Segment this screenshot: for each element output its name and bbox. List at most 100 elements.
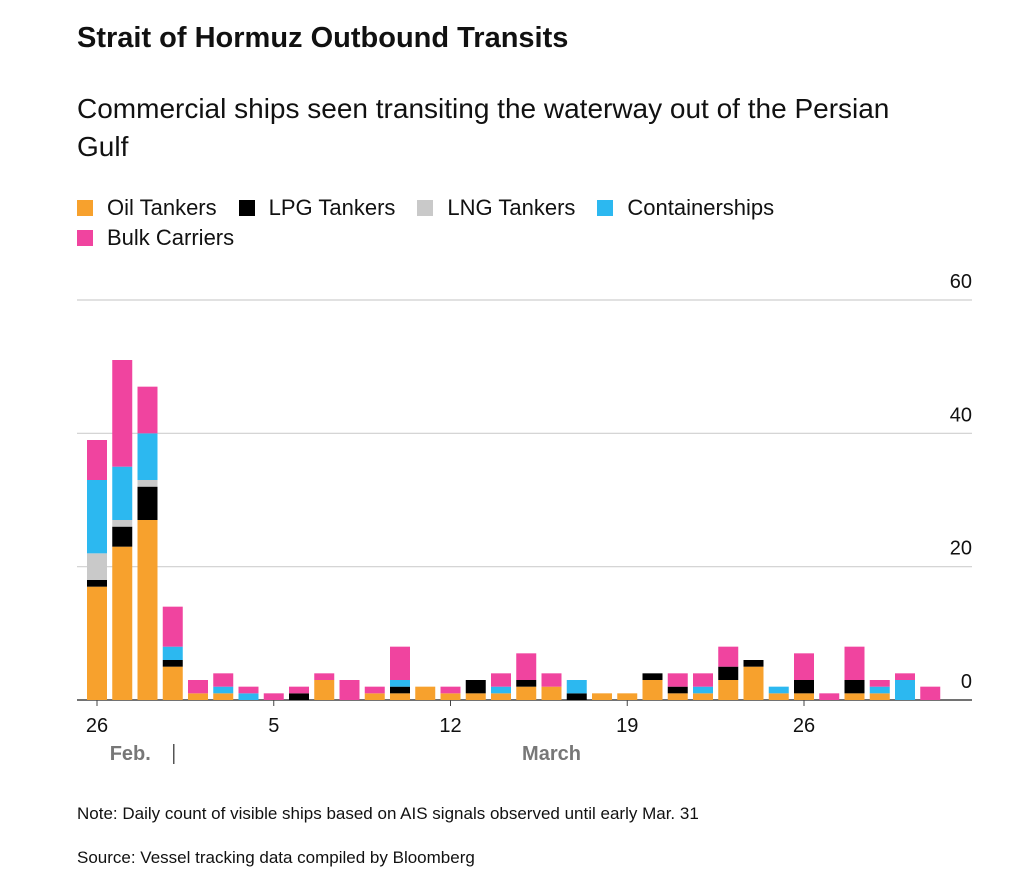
bar-segment: [768, 686, 789, 694]
bar-segment: [440, 686, 461, 694]
bar-segment: [566, 680, 587, 694]
bar-segment: [895, 680, 915, 700]
x-tick-label: 26: [86, 715, 108, 737]
bar-segment: [137, 520, 158, 700]
bar-segment: [238, 693, 259, 700]
bar-segment: [213, 686, 234, 694]
bar-segment: [112, 526, 133, 547]
y-tick-label: 20: [950, 538, 972, 560]
bar-segment: [289, 693, 309, 700]
y-tick-label: 0: [961, 671, 972, 693]
bar-segment: [87, 480, 107, 554]
bar-segment: [718, 646, 739, 667]
legend-item: LPG Tankers: [238, 195, 396, 220]
bar-segment: [465, 693, 486, 700]
bar-segment: [743, 660, 764, 667]
bar-segment: [642, 673, 663, 680]
bar-segment: [289, 686, 309, 694]
bar-segment: [137, 486, 158, 520]
chart-subtitle: Commercial ships seen transiting the wat…: [77, 93, 890, 162]
bar-segment: [390, 686, 410, 694]
bar-segment: [617, 693, 638, 700]
bar-segment: [844, 680, 865, 694]
bar-segment: [213, 693, 234, 700]
bar-segment: [718, 680, 739, 700]
bar-segment: [87, 440, 107, 480]
bar-segment: [314, 673, 335, 680]
bar-segment: [794, 680, 814, 694]
bar-segment: [794, 653, 814, 680]
legend-swatch: [77, 230, 93, 246]
y-tick-label: 40: [950, 404, 972, 426]
bar-segment: [137, 433, 158, 480]
legend-label: LNG Tankers: [447, 195, 576, 220]
month-label: Feb.: [110, 743, 151, 765]
legend-item: Oil Tankers: [77, 195, 217, 220]
bar-segment: [112, 520, 133, 527]
bar-segment: [364, 693, 385, 700]
bar-segment: [112, 360, 133, 467]
bar-segment: [112, 546, 133, 700]
x-tick-label: 5: [268, 715, 279, 737]
bar-segment: [516, 680, 537, 687]
bar-segment: [188, 693, 208, 700]
bar-segment: [162, 660, 183, 667]
bar-segment: [390, 680, 410, 687]
legend-swatch: [597, 200, 614, 216]
bar-segment: [566, 693, 587, 700]
legend-label: LPG Tankers: [268, 195, 396, 220]
bar-segment: [491, 693, 511, 700]
source: Source: Vessel tracking data compiled by…: [77, 848, 475, 867]
bar-segment: [491, 673, 511, 687]
bar-segment: [794, 693, 814, 700]
legend-item: LNG Tankers: [417, 195, 576, 220]
legend-swatch: [417, 200, 434, 216]
bar-segment: [364, 686, 385, 694]
bar-segment: [844, 646, 865, 680]
bar-segment: [516, 653, 537, 680]
bar-segment: [87, 586, 107, 700]
bar-segment: [162, 606, 183, 647]
legend: Oil Tankers LPG Tankers LNG Tankers Contain…: [77, 195, 877, 250]
bar-segment: [238, 686, 259, 694]
month-label: March: [522, 743, 581, 765]
bar-segment: [667, 693, 688, 700]
bar-segment: [768, 693, 789, 700]
bar-segment: [314, 680, 335, 700]
bar-segment: [869, 686, 890, 694]
bar-segment: [390, 693, 410, 700]
bar-segment: [263, 693, 284, 700]
y-tick-label: 60: [950, 271, 972, 293]
bar-segment: [188, 680, 208, 694]
bar-segment: [162, 666, 183, 700]
legend-item: Containerships: [597, 195, 774, 220]
bar-segment: [516, 686, 537, 700]
bar-segment: [895, 673, 915, 680]
chart-title: Strait of Hormuz Outbound Transits: [77, 22, 569, 54]
note: Note: Daily count of visible ships based…: [77, 804, 699, 823]
bar-segment: [693, 693, 713, 700]
bar-segment: [844, 693, 865, 700]
x-tick-label: 12: [439, 715, 461, 737]
bar-segment: [920, 686, 941, 700]
legend-swatch: [238, 200, 255, 216]
bar-segment: [440, 693, 461, 700]
bar-segment: [137, 480, 158, 487]
bar-segment: [869, 693, 890, 700]
bar-segment: [213, 673, 234, 687]
bar-segment: [465, 680, 486, 694]
bar-segment: [491, 686, 511, 694]
bar-segment: [869, 680, 890, 687]
bar-segment: [112, 466, 133, 520]
bar-segment: [415, 686, 436, 700]
bar-segment: [541, 686, 562, 700]
legend-label: Oil Tankers: [107, 195, 217, 220]
bar-segment: [667, 686, 688, 694]
bar-segment: [390, 646, 410, 680]
bar-segment: [743, 666, 764, 700]
bar-segment: [339, 680, 360, 700]
bar-segment: [667, 673, 688, 687]
bar-segment: [592, 693, 612, 700]
